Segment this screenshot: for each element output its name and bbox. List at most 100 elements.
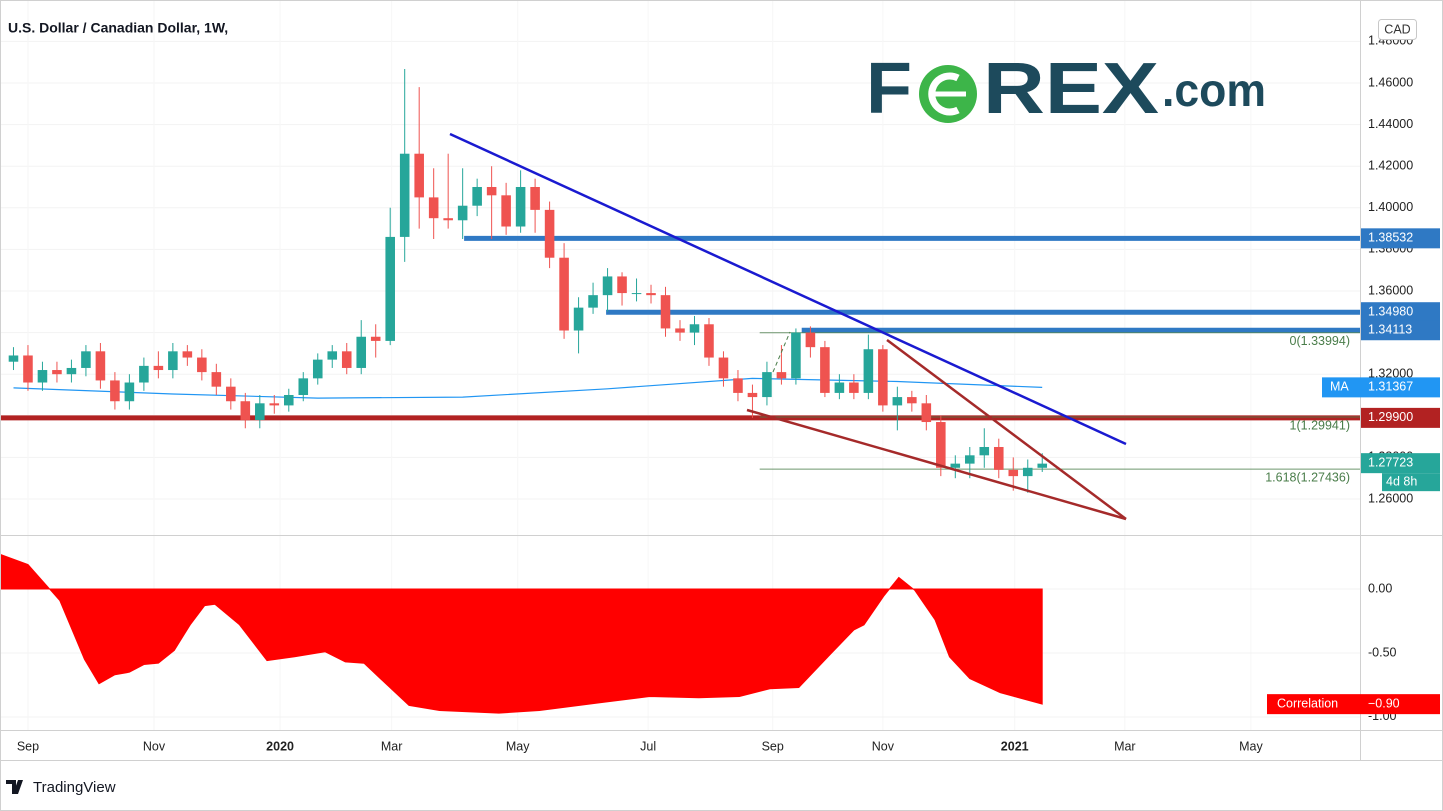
candle-body (559, 257, 569, 331)
fib-label: 0(1.33994) (1290, 334, 1350, 348)
level-label: 1.34980 (1368, 305, 1413, 319)
candle-body (153, 365, 164, 371)
candle-body (689, 324, 700, 333)
candle-body (1008, 469, 1019, 477)
candle-body (356, 336, 367, 368)
candle-body (168, 351, 178, 371)
candle-body (515, 186, 526, 227)
indicator-pane (0, 553, 1043, 714)
candle-body (124, 382, 135, 402)
candle-body (675, 328, 685, 333)
countdown-label: 4d 8h (1386, 474, 1417, 488)
candle-body (312, 359, 323, 379)
y-tick-label: 1.26000 (1368, 491, 1413, 505)
drawings (449, 132, 1127, 521)
y-tick-label: 1.44000 (1368, 117, 1413, 131)
fib-label: 1(1.29941) (1290, 418, 1350, 432)
currency-button-box[interactable] (1378, 19, 1417, 40)
last-price-box (1361, 453, 1440, 474)
ma-label-name: MA (1330, 380, 1349, 394)
logo-text: F (866, 49, 912, 129)
candle-body (1037, 463, 1048, 468)
candle-body (8, 355, 19, 362)
x-tick-label: Nov (143, 739, 166, 753)
candle-body (834, 382, 845, 393)
candle-body (443, 218, 453, 221)
candle-body (211, 372, 222, 387)
candle-body (472, 186, 482, 206)
logo: F REX .com (866, 49, 1266, 129)
candle-body (747, 392, 758, 398)
trendline (746, 408, 1127, 521)
level-label-box (1361, 407, 1440, 428)
countdown-box (1382, 473, 1440, 492)
level-label-box (1361, 228, 1440, 249)
correlation-label-box (1267, 694, 1440, 715)
level-label-box (1361, 320, 1440, 341)
footer[interactable]: TradingView (6, 779, 116, 796)
y-tick-label: 0.00 (1368, 581, 1392, 595)
level-label: 1.34113 (1368, 323, 1412, 337)
candle-body (110, 380, 120, 402)
moving-average (13, 377, 1043, 399)
ma-label-value: 1.31367 (1368, 380, 1413, 394)
logo-text: REX (983, 49, 1159, 129)
candle-body (52, 370, 62, 375)
candle-body (921, 403, 932, 423)
candle-body (544, 209, 555, 258)
candle-body (197, 357, 207, 373)
candle-body (1022, 467, 1033, 477)
candle-body (617, 276, 627, 294)
y-tick-label: -0.50 (1368, 645, 1397, 659)
candle-body (631, 293, 642, 295)
logo-text: .com (1162, 64, 1266, 116)
level-label: 1.38532 (1368, 231, 1413, 245)
candle-body (805, 332, 816, 348)
candle-body (892, 397, 903, 406)
candle-body (950, 463, 961, 468)
candle-body (283, 394, 294, 406)
candle-body (878, 349, 888, 406)
candle-body (791, 332, 801, 379)
candle-body (182, 351, 193, 358)
x-tick-label: 2021 (1001, 739, 1029, 753)
trendline (449, 132, 1127, 446)
candle-body (993, 446, 1004, 470)
correlation-area (0, 553, 1043, 714)
candle-body (965, 455, 975, 464)
candle-body (602, 276, 613, 296)
chart-title: U.S. Dollar / Canadian Dollar, 1W, (8, 20, 228, 36)
x-tick-label: May (506, 739, 530, 753)
candle-body (704, 324, 714, 358)
candle-body (820, 347, 830, 393)
candle-body (486, 186, 497, 196)
currency-button-label[interactable]: CAD (1384, 22, 1410, 36)
x-tick-label: Nov (872, 739, 895, 753)
currency-button[interactable]: CAD (1378, 19, 1417, 40)
candle-body (370, 336, 381, 341)
candle-body (298, 378, 309, 395)
candle-body (81, 351, 91, 368)
correlation-label-value: −0.90 (1368, 696, 1400, 710)
candle-body (718, 357, 729, 379)
candle-body (936, 422, 946, 468)
x-tick-label: Sep (17, 739, 39, 753)
level-label: 1.29900 (1368, 410, 1413, 424)
x-tick-label: 2020 (266, 739, 294, 753)
candle-body (226, 386, 236, 402)
fib-label: 1.618(1.27436) (1265, 470, 1350, 484)
y-tick-label: 1.32000 (1368, 366, 1413, 380)
trendline (886, 338, 1127, 521)
tradingview-icon (6, 780, 23, 794)
correlation-label-name: Correlation (1277, 696, 1338, 710)
footer-text[interactable]: TradingView (33, 779, 116, 796)
x-tick-label: Mar (1114, 739, 1136, 753)
candle-body (863, 349, 874, 393)
candle-body (907, 397, 917, 404)
candle-body (255, 403, 265, 420)
candle-body (399, 153, 410, 237)
candle-body (95, 351, 106, 381)
x-tick-label: Mar (381, 739, 403, 753)
level-label-box (1361, 302, 1440, 323)
